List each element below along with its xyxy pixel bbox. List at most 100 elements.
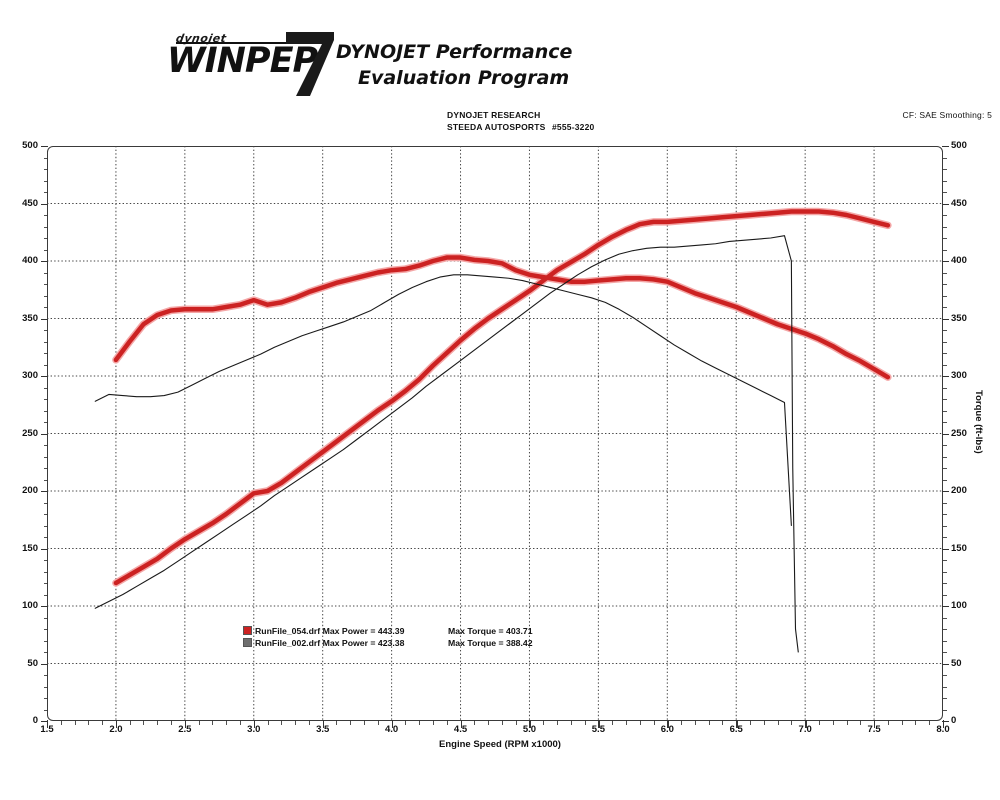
y-minor-tick <box>43 399 48 400</box>
legend-row[interactable]: RunFile_002.drf Max Power = 423.38 Max T… <box>243 637 533 650</box>
y-axis-label-right: Torque (ft-lbs) <box>973 390 984 454</box>
y-minor-tick <box>942 238 947 239</box>
legend-maxpower-run2: Max Power = 423.38 <box>322 637 405 648</box>
x-tick-6.5: 6.5 <box>729 724 743 735</box>
legend-swatch-run2 <box>243 637 252 647</box>
legend-file-run2: RunFile_002.drf <box>255 637 321 648</box>
y-minor-tick <box>942 284 947 285</box>
x-minor-tick <box>60 720 62 725</box>
legend-maxtorque-run2: Max Torque = 388.42 <box>448 637 533 648</box>
x-minor-tick <box>750 720 751 725</box>
y-tick-right-150: 150 <box>951 542 967 554</box>
y-minor-tick <box>942 686 947 688</box>
y-minor-tick <box>43 364 48 366</box>
y-minor-tick <box>942 353 947 354</box>
y-minor-tick <box>43 215 48 216</box>
x-minor-tick <box>308 720 310 725</box>
x-tick-2.5: 2.5 <box>178 724 192 735</box>
seven-glyph-icon <box>286 32 334 96</box>
y-tick-right-450: 450 <box>951 197 967 209</box>
y-minor-tick <box>43 410 48 412</box>
meta-part-number: #555-3220 <box>552 122 595 132</box>
y-minor-tick <box>43 583 48 584</box>
y-minor-tick <box>942 571 947 573</box>
x-minor-tick <box>929 720 931 725</box>
y-tick-left-100: 100 <box>22 600 38 611</box>
y-minor-tick <box>43 652 48 653</box>
x-tick-5.5: 5.5 <box>591 724 605 735</box>
y-minor-tick <box>942 295 947 297</box>
y-minor-tick <box>942 226 947 228</box>
y-tick-right-300: 300 <box>951 370 967 381</box>
y-minor-tick <box>942 192 947 193</box>
y-minor-tick <box>942 387 947 389</box>
y-minor-tick <box>43 686 48 688</box>
y-minor-tick <box>942 560 947 561</box>
y-minor-tick <box>43 479 48 481</box>
y-minor-tick <box>43 640 48 642</box>
x-tick-7.5: 7.5 <box>867 724 881 735</box>
y-minor-tick <box>43 238 48 239</box>
y-minor-tick <box>43 307 48 308</box>
x-minor-tick <box>722 720 724 725</box>
x-tick-4.5: 4.5 <box>453 724 468 735</box>
x-minor-tick <box>446 720 448 725</box>
y-minor-tick <box>43 169 48 170</box>
x-major-tick <box>874 720 876 728</box>
y-minor-tick <box>942 157 947 159</box>
x-minor-tick <box>818 720 820 725</box>
meta-company: DYNOJET RESEARCH <box>447 110 541 120</box>
x-tick-4.0: 4.0 <box>385 724 399 735</box>
y-tick-right-500: 500 <box>951 140 967 151</box>
y-minor-tick <box>43 295 48 297</box>
y-major-tick <box>942 376 949 378</box>
x-tick-5.0: 5.0 <box>522 724 537 735</box>
x-minor-tick <box>584 720 586 725</box>
x-minor-tick <box>846 720 848 725</box>
x-major-tick <box>253 720 256 728</box>
y-minor-tick <box>942 525 947 527</box>
legend-row[interactable]: RunFile_054.drf Max Power = 443.39 Max T… <box>243 626 533 638</box>
y-minor-tick <box>43 617 48 619</box>
x-tick-6.0: 6.0 <box>660 724 674 735</box>
y-major-tick <box>942 261 949 263</box>
y-major-tick <box>942 491 949 493</box>
winpep-logo: dynojet WINPEP <box>167 32 347 96</box>
meta-correction: CF: SAE Smoothing: 5 <box>902 110 992 120</box>
y-minor-tick <box>43 525 48 527</box>
y-minor-tick <box>43 226 48 228</box>
app-title-line2: Evaluation Program <box>358 66 570 89</box>
y-minor-tick <box>43 192 48 193</box>
y-minor-tick <box>43 284 48 285</box>
x-minor-tick <box>267 720 269 725</box>
y-tick-left-450: 450 <box>22 197 38 209</box>
app-header: dynojet WINPEP DYNOJET Performance Evalu… <box>0 24 1000 104</box>
x-minor-tick <box>543 720 545 725</box>
y-minor-tick <box>43 180 48 182</box>
x-minor-tick <box>226 720 228 725</box>
y-major-tick <box>942 433 949 435</box>
y-major-tick <box>942 663 949 665</box>
y-minor-tick <box>43 157 48 159</box>
x-major-tick <box>805 720 807 728</box>
y-minor-tick <box>942 698 947 699</box>
legend-maxtorque-run1: Max Torque = 403.71 <box>448 626 533 636</box>
y-major-tick <box>942 146 949 148</box>
y-tick-right-50: 50 <box>951 657 962 669</box>
y-minor-tick <box>43 445 48 446</box>
y-major-tick <box>41 433 48 435</box>
x-minor-tick <box>570 720 572 725</box>
x-major-tick <box>47 720 49 728</box>
winpep-wordmark: WINPEP <box>167 41 318 81</box>
x-minor-tick <box>239 720 241 725</box>
y-minor-tick <box>942 652 947 653</box>
y-major-tick <box>41 606 48 608</box>
y-minor-tick <box>942 675 947 676</box>
x-minor-tick <box>129 720 131 725</box>
y-minor-tick <box>942 364 947 366</box>
y-minor-tick <box>942 537 947 538</box>
x-minor-tick <box>501 720 503 725</box>
legend-maxpower-run1: Max Power = 443.39 <box>322 626 405 636</box>
x-major-tick <box>736 720 738 728</box>
y-minor-tick <box>43 629 48 630</box>
